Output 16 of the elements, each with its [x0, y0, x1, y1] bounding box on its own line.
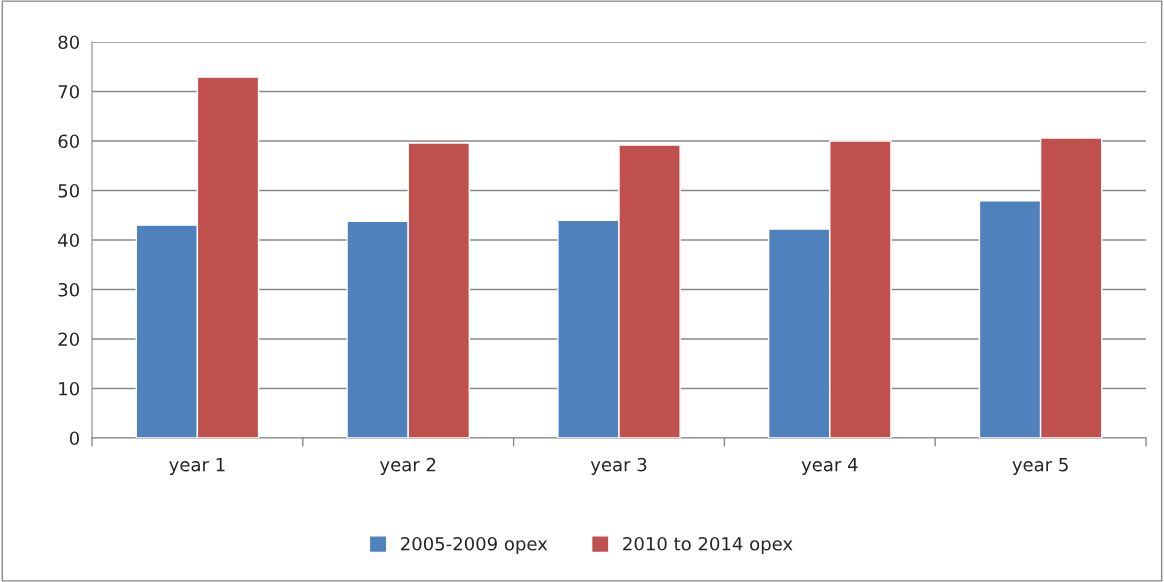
- x-tick-label: year 1: [169, 458, 225, 475]
- x-tick-label: year 2: [379, 457, 436, 475]
- y-tick-label: 10: [59, 381, 79, 396]
- y-tick-label: 70: [58, 84, 79, 99]
- legend-label: 2010 to 2014 opex: [623, 536, 793, 555]
- y-tick-label: 60: [58, 134, 79, 149]
- y-tick-label: 50: [58, 183, 79, 198]
- x-tick-label: year 5: [1012, 458, 1068, 475]
- y-tick-label: 40: [58, 233, 79, 248]
- legend-label: 2005-2009 opex: [401, 536, 548, 555]
- x-tick-label: year 4: [801, 458, 858, 475]
- y-tick-label: 20: [58, 332, 79, 347]
- x-tick-label: year 3: [590, 457, 647, 475]
- y-tick-label: 80: [58, 35, 79, 50]
- y-tick-label: 30: [58, 282, 79, 297]
- y-tick-label: 0: [69, 431, 79, 446]
